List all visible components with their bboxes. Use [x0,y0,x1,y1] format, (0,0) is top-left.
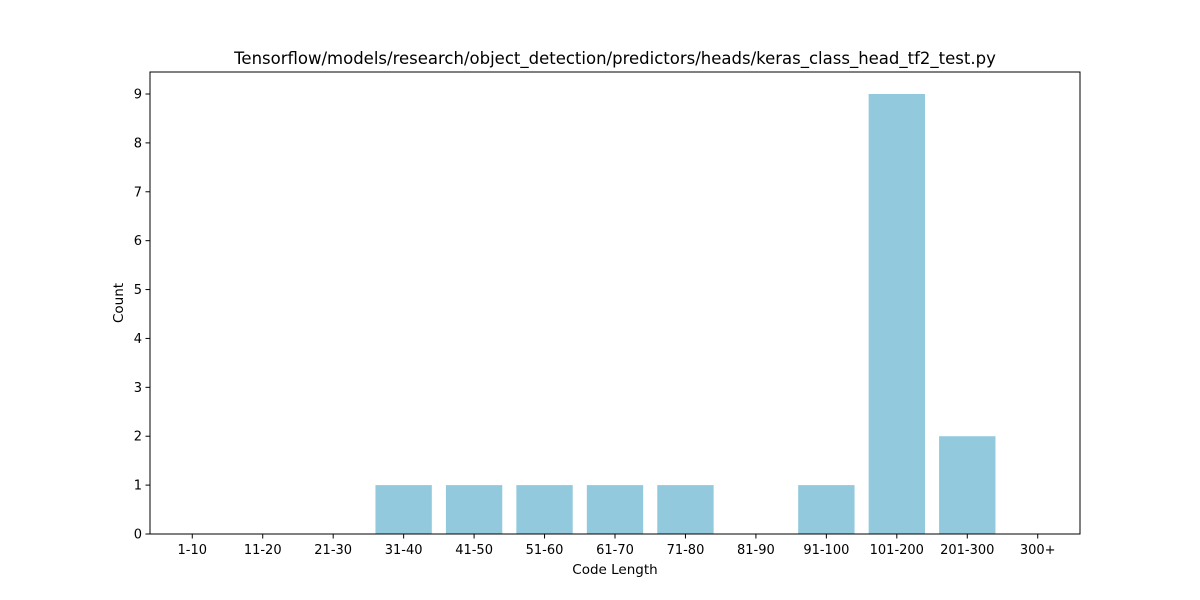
y-tick-label: 0 [134,528,142,543]
y-axis-label: Count [111,283,127,323]
y-tick-label: 2 [134,430,142,445]
x-tick-label: 41-50 [455,543,493,558]
y-tick-label: 1 [134,479,142,494]
bar-101-200 [868,94,925,534]
bar-91-100 [798,485,855,534]
x-tick-label: 11-20 [244,543,282,558]
y-tick-label: 5 [134,283,142,298]
y-tick-label: 7 [134,185,142,200]
x-tick-label: 21-30 [314,543,352,558]
bar-61-70 [586,485,644,534]
bar-41-50 [445,485,503,534]
x-tick-label: 71-80 [667,543,705,558]
y-tick-label: 9 [134,88,142,103]
x-tick-label: 1-10 [178,543,208,558]
x-tick-label: 201-300 [940,543,994,558]
chart-title: Tensorflow/models/research/object_detect… [233,49,996,69]
bar-201-300 [939,436,996,534]
y-tick-label: 3 [134,381,142,396]
y-tick-label: 4 [134,332,142,347]
plot-frame [149,71,1081,535]
bar-51-60 [516,485,573,534]
x-tick-label: 51-60 [526,543,564,558]
x-tick-label: 91-100 [803,543,849,558]
bar-71-80 [657,485,714,534]
x-tick-label: 101-200 [870,543,924,558]
ticks-layer: 1-10 11-20 21-30 31-40 41-50 51-60 61-70 71-80 8… [134,88,1056,559]
bars-layer [375,94,996,534]
y-tick-label: 8 [134,136,142,151]
x-tick-label: 81-90 [737,543,775,558]
x-tick-label: 61-70 [596,543,634,558]
bar-31-40 [375,485,432,534]
x-tick-label: 300+ [1020,543,1056,558]
y-tick-label: 6 [134,234,142,249]
x-tick-label: 31-40 [385,543,423,558]
x-axis-label: Code Length [572,562,657,578]
